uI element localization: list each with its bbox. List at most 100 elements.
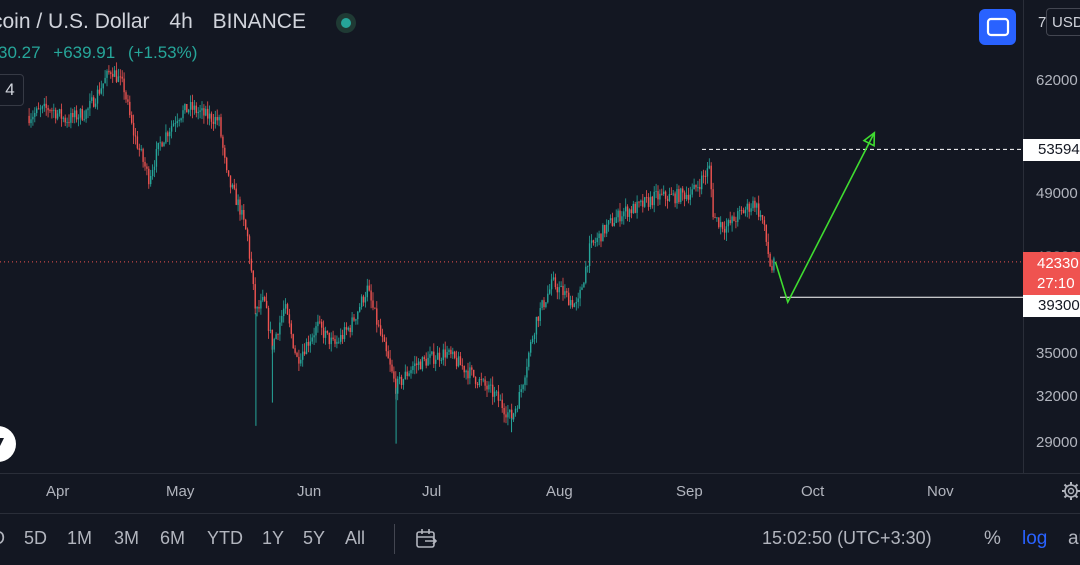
range-button-1y[interactable]: 1Y (262, 528, 285, 548)
candle-body (349, 327, 351, 332)
candle-body (459, 356, 462, 366)
candle-body (592, 240, 595, 243)
candle-body (549, 289, 551, 294)
candle-body (77, 117, 80, 120)
range-button-all[interactable]: All (345, 528, 366, 548)
candle-body (763, 220, 766, 225)
price-summary: 30.27 +639.91 (+1.53%) (0, 43, 205, 63)
candle-body (231, 184, 234, 188)
candle-body (98, 89, 101, 94)
time-tick: Apr (46, 483, 70, 500)
candle-body (503, 408, 505, 415)
candle-body (32, 116, 34, 120)
candle-body (514, 408, 517, 414)
timezone-clock[interactable]: 15:02:50 (UTC+3:30) (762, 528, 932, 548)
candle-body (653, 191, 655, 206)
symbol-name[interactable]: coin / U.S. Dollar (0, 10, 150, 33)
candle-body (541, 300, 543, 309)
scroll-to-latest-button[interactable] (0, 426, 16, 462)
candle-body (733, 216, 735, 221)
fullscreen-button[interactable] (979, 9, 1016, 45)
candle-body (163, 142, 165, 147)
candle-body (322, 327, 325, 338)
candle-body (134, 135, 137, 137)
candle-body (414, 363, 416, 366)
log-scale-toggle[interactable]: log (1022, 528, 1048, 549)
candle-body (455, 357, 458, 367)
candle-body (383, 337, 386, 342)
candle-body (376, 308, 378, 325)
candle-body (172, 123, 175, 127)
candle-body (598, 233, 600, 238)
candle-body (273, 339, 275, 350)
candle-body (150, 176, 152, 185)
candle-body (461, 365, 463, 367)
candle-body (569, 300, 572, 306)
candle-body (262, 297, 264, 301)
candle-body (391, 364, 393, 372)
candle-body (138, 148, 140, 150)
candle-body (482, 379, 484, 381)
candle-body (188, 109, 190, 113)
range-button-5d[interactable]: 5D (24, 528, 48, 548)
candle-body (429, 354, 431, 358)
candle-body (769, 254, 771, 267)
candle-body (408, 373, 410, 376)
candle-body (446, 352, 448, 358)
interval-label[interactable]: 4h (169, 10, 193, 33)
candle-body (290, 323, 292, 335)
auto-scale-toggle[interactable]: au (1068, 528, 1080, 549)
candle-body (362, 296, 365, 303)
price-chart[interactable] (0, 0, 1023, 473)
candle-body (579, 289, 581, 299)
time-axis[interactable] (0, 473, 1080, 514)
candle-body (178, 120, 180, 122)
candle-body (94, 103, 97, 107)
range-button-ytd[interactable]: YTD (207, 528, 243, 548)
candle-body (248, 236, 251, 259)
candle-body (649, 196, 652, 207)
candle-body (448, 349, 450, 352)
go-to-date-calendar-icon[interactable] (414, 527, 438, 551)
range-button-1m[interactable]: 1M (67, 528, 93, 548)
range-button-6m[interactable]: 6M (160, 528, 186, 548)
candle-body (478, 379, 481, 386)
candle-body (110, 72, 112, 74)
candle-body (381, 334, 384, 338)
candle-body (235, 188, 237, 205)
price-axis[interactable] (1023, 0, 1080, 473)
candle-body (759, 215, 762, 217)
candle-body (89, 100, 91, 109)
indicator-count-badge[interactable]: 4 (0, 74, 24, 106)
candle-body (364, 297, 367, 303)
candle-body (136, 136, 139, 149)
candle-body (127, 99, 129, 102)
symbol-header[interactable]: coin / U.S. Dollar 4h BINANCE (0, 10, 320, 34)
range-button-5y[interactable]: 5Y (303, 528, 326, 548)
candle-body (421, 357, 424, 370)
candle-body (311, 337, 313, 342)
candle-body (604, 225, 606, 234)
candle-body (697, 187, 699, 188)
candle-body (632, 203, 634, 213)
candle-body (693, 184, 695, 190)
range-button-3m[interactable]: 3M (114, 528, 140, 548)
candle-body (452, 351, 454, 355)
candle-body (393, 371, 395, 379)
candle-body (520, 389, 522, 392)
candle-body (385, 341, 387, 352)
projection-arrowhead (862, 131, 876, 148)
candle-body (773, 258, 775, 271)
candle-body (771, 266, 773, 271)
percent-scale-toggle[interactable]: % (984, 528, 1001, 549)
candle-body (431, 351, 433, 355)
currency-button[interactable]: USD (1046, 8, 1080, 36)
candle-body (106, 70, 108, 78)
settings-gear-icon[interactable] (1061, 481, 1080, 501)
candle-body (651, 196, 653, 206)
exchange-label: BINANCE (212, 10, 306, 33)
candle-body (309, 341, 311, 346)
candle-body (224, 147, 226, 158)
range-button-1d[interactable]: D (0, 528, 5, 549)
candle-body (657, 191, 659, 200)
